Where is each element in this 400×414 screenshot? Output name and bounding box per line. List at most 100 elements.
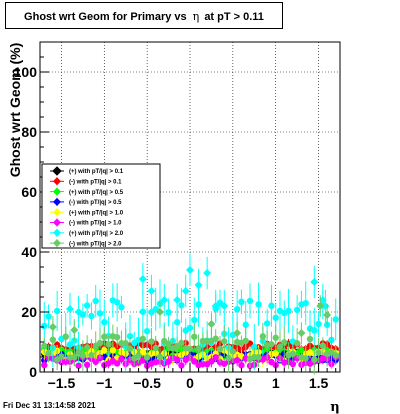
- chart-title-symbol: η: [192, 10, 200, 23]
- data-points: [41, 253, 339, 375]
- data-point: [225, 354, 232, 362]
- data-point: [216, 299, 224, 307]
- legend-label: (+) with pT/|q| > 2.0: [69, 231, 124, 237]
- x-axis-label: η: [330, 400, 339, 414]
- data-point: [268, 302, 275, 309]
- data-point: [122, 340, 129, 347]
- data-point: [318, 296, 327, 304]
- x-tick-label: 0.5: [223, 375, 243, 391]
- y-tick-label: 40: [21, 244, 37, 260]
- data-point: [233, 305, 241, 313]
- data-point: [152, 344, 159, 352]
- data-point: [207, 320, 216, 328]
- data-point: [220, 302, 229, 310]
- data-point: [118, 304, 125, 311]
- data-point: [203, 269, 212, 277]
- data-point: [143, 354, 151, 361]
- data-point: [221, 338, 228, 345]
- data-point: [143, 327, 151, 335]
- data-point: [96, 339, 104, 347]
- data-point: [156, 353, 164, 361]
- data-point: [101, 319, 108, 326]
- data-point: [186, 345, 194, 352]
- data-point: [79, 352, 87, 359]
- data-point: [272, 350, 279, 357]
- x-tick-label: −0.5: [133, 375, 161, 391]
- data-point: [310, 278, 319, 286]
- data-point: [251, 343, 258, 351]
- data-point: [41, 322, 48, 330]
- x-tick-label: 1.5: [309, 375, 329, 391]
- legend-marker: [53, 239, 61, 248]
- data-point: [323, 311, 332, 319]
- data-point: [62, 333, 69, 340]
- data-point: [173, 356, 181, 363]
- data-point: [41, 361, 48, 369]
- data-point: [101, 347, 108, 354]
- data-point: [302, 355, 309, 362]
- data-point: [148, 338, 155, 345]
- legend-marker: [53, 187, 61, 196]
- data-point: [165, 309, 172, 316]
- data-point: [92, 297, 99, 305]
- y-axis-label: Ghost wrt Geom (%): [7, 43, 23, 178]
- data-point: [316, 302, 325, 310]
- data-point: [191, 316, 198, 324]
- data-point: [268, 341, 275, 348]
- data-point: [297, 329, 306, 337]
- y-tick-label: 60: [21, 184, 37, 200]
- data-point: [281, 339, 288, 346]
- data-point: [178, 362, 185, 369]
- series-7: [41, 322, 339, 375]
- legend-marker: [53, 228, 61, 237]
- data-point: [272, 334, 279, 341]
- data-point: [255, 353, 262, 361]
- data-point: [216, 345, 224, 353]
- data-point: [126, 345, 134, 352]
- data-point: [238, 298, 245, 306]
- data-point: [138, 275, 147, 283]
- x-tick-label: 0: [186, 375, 194, 391]
- data-point: [49, 336, 57, 343]
- data-point: [276, 343, 284, 350]
- data-point: [75, 362, 82, 369]
- data-point: [272, 314, 279, 321]
- data-point: [246, 297, 254, 305]
- data-point: [139, 335, 147, 343]
- legend-marker: [53, 208, 61, 217]
- data-point: [332, 316, 339, 323]
- data-point: [109, 347, 117, 354]
- data-point: [147, 287, 156, 295]
- data-point: [165, 340, 172, 348]
- data-point: [160, 296, 169, 304]
- data-point: [233, 357, 241, 364]
- data-point: [194, 281, 203, 289]
- data-point: [306, 335, 314, 343]
- data-point: [45, 350, 52, 357]
- data-point: [41, 342, 48, 350]
- data-point: [105, 341, 112, 348]
- data-point: [139, 308, 147, 315]
- chart-title: Ghost wrt Geom for Primary vs η at pT > 0…: [5, 2, 283, 29]
- data-point: [113, 334, 121, 341]
- data-point: [302, 299, 309, 307]
- legend-marker: [53, 177, 61, 186]
- data-point: [319, 342, 327, 349]
- data-point: [289, 360, 297, 368]
- data-point: [70, 326, 79, 334]
- data-point: [315, 320, 322, 328]
- legend-label: (-) with pT/|q| > 0.5: [69, 200, 122, 206]
- data-point: [311, 356, 318, 363]
- data-point: [208, 358, 215, 365]
- data-point: [83, 302, 91, 309]
- data-point: [165, 358, 172, 365]
- data-point: [289, 350, 297, 357]
- timestamp: Fri Dec 31 13:14:58 2021: [3, 401, 96, 410]
- data-point: [285, 307, 292, 315]
- data-point: [173, 319, 181, 326]
- data-point: [229, 348, 237, 355]
- data-point: [332, 352, 339, 359]
- chart-title-prefix: Ghost wrt Geom for Primary vs: [24, 11, 187, 23]
- data-point: [211, 302, 220, 310]
- x-tick-label: −1.5: [48, 375, 76, 391]
